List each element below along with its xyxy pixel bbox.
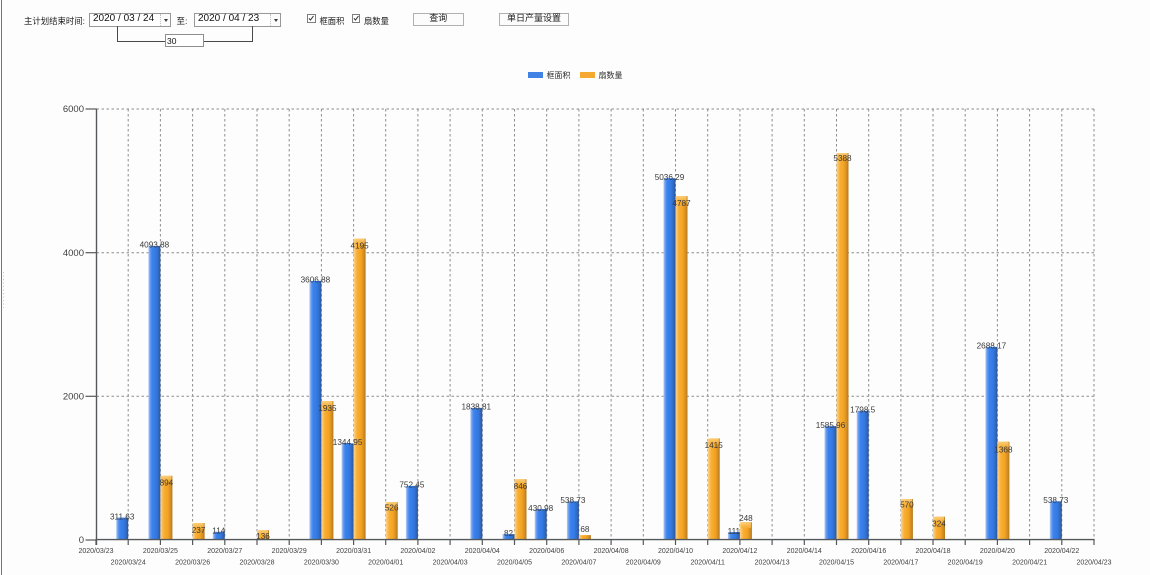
svg-text:2020/03/25: 2020/03/25 [143,548,178,555]
svg-text:526: 526 [385,504,399,513]
svg-text:2000: 2000 [63,392,84,403]
svg-text:311.63: 311.63 [110,512,135,521]
svg-text:538.73: 538.73 [560,496,585,505]
svg-text:324: 324 [932,520,946,529]
svg-text:2020/04/22: 2020/04/22 [1044,548,1079,555]
svg-text:2020/04/18: 2020/04/18 [915,548,950,555]
svg-text:2020/04/09: 2020/04/09 [626,560,661,567]
svg-text:846: 846 [514,482,528,491]
svg-text:248: 248 [739,514,753,523]
svg-text:2020/03/26: 2020/03/26 [175,560,210,567]
svg-text:1344.95: 1344.95 [333,438,363,447]
svg-text:2020/04/23: 2020/04/23 [1076,560,1111,567]
svg-text:2688.17: 2688.17 [977,342,1007,351]
svg-text:2020/03/28: 2020/03/28 [239,560,274,567]
svg-text:框面积: 框面积 [547,70,571,80]
svg-text:2020/04/07: 2020/04/07 [561,560,596,567]
svg-text:4093.88: 4093.88 [140,241,170,250]
svg-text:752.45: 752.45 [399,481,424,490]
svg-text:2020/04/10: 2020/04/10 [658,548,693,555]
svg-text:2020/04/06: 2020/04/06 [529,548,564,555]
svg-text:6000: 6000 [63,104,84,115]
svg-text:1798.5: 1798.5 [850,406,875,415]
svg-text:2020/03/31: 2020/03/31 [336,548,371,555]
svg-text:2020/03/23: 2020/03/23 [78,548,113,555]
svg-text:5388: 5388 [833,154,852,163]
svg-text:2020/03/24: 2020/03/24 [111,560,146,567]
svg-text:2020/03/27: 2020/03/27 [207,548,242,555]
svg-text:2020/04/04: 2020/04/04 [465,548,500,555]
svg-text:430.98: 430.98 [528,504,553,513]
svg-text:2020/04/17: 2020/04/17 [883,560,918,567]
svg-text:1585.96: 1585.96 [816,421,846,430]
svg-text:2020/03/29: 2020/03/29 [272,548,307,555]
svg-text:2020/04/16: 2020/04/16 [851,548,886,555]
svg-text:68: 68 [580,525,590,534]
svg-text:136: 136 [256,532,270,541]
svg-text:2020/04/08: 2020/04/08 [594,548,629,555]
svg-text:894: 894 [160,479,174,488]
svg-text:1935: 1935 [318,404,337,413]
svg-text:4195: 4195 [350,242,369,251]
svg-text:4787: 4787 [672,199,691,208]
svg-text:1415: 1415 [705,441,724,450]
svg-text:114: 114 [212,527,225,536]
svg-text:4000: 4000 [63,248,84,259]
svg-text:0: 0 [79,535,84,546]
svg-text:1838.81: 1838.81 [461,403,491,412]
svg-text:2020/04/12: 2020/04/12 [722,548,757,555]
svg-text:2020/04/03: 2020/04/03 [433,560,468,567]
svg-text:3606.88: 3606.88 [301,276,331,285]
svg-text:5036.29: 5036.29 [655,173,685,182]
svg-text:538.73: 538.73 [1043,496,1068,505]
svg-text:2020/04/01: 2020/04/01 [368,560,403,567]
svg-text:2020/04/14: 2020/04/14 [787,548,822,555]
svg-text:2020/04/02: 2020/04/02 [400,548,435,555]
svg-text:2020/04/13: 2020/04/13 [755,560,790,567]
svg-text:82: 82 [504,529,514,538]
svg-text:2020/04/20: 2020/04/20 [980,548,1015,555]
svg-text:2020/04/05: 2020/04/05 [497,560,532,567]
svg-text:237: 237 [192,526,206,535]
svg-text:2020/04/21: 2020/04/21 [1012,560,1047,567]
svg-text:1368: 1368 [994,446,1013,455]
svg-text:扇数量: 扇数量 [599,70,623,80]
svg-text:2020/04/15: 2020/04/15 [819,560,854,567]
svg-text:570: 570 [900,500,914,509]
svg-text:2020/04/11: 2020/04/11 [690,560,725,567]
svg-text:111: 111 [728,527,741,536]
svg-text:2020/03/30: 2020/03/30 [304,560,339,567]
svg-text:2020/04/19: 2020/04/19 [948,560,983,567]
